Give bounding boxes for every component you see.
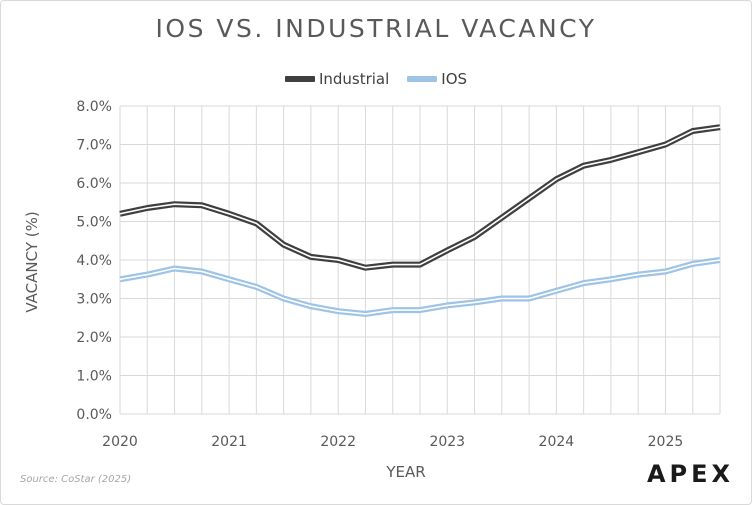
y-tick-label: 5.0% (76, 215, 112, 231)
x-tick-label: 2024 (539, 434, 575, 450)
y-tick-label: 4.0% (76, 253, 112, 269)
legend-label-ios: IOS (441, 70, 468, 88)
legend-item-industrial: Industrial (284, 70, 390, 88)
legend-label-industrial: Industrial (318, 70, 390, 88)
x-tick-label: 2020 (102, 434, 138, 450)
series-line-inner-industrial (119, 126, 721, 269)
legend-swatch-ios (407, 76, 438, 82)
series-line-inner-ios (119, 259, 721, 315)
x-tick-label: 2025 (648, 434, 684, 450)
chart-title: IOS VS. INDUSTRIAL VACANCY (155, 14, 597, 43)
y-tick-label: 7.0% (76, 138, 112, 154)
legend-item-ios: IOS (407, 70, 467, 88)
y-tick-label: 1.0% (76, 369, 112, 385)
apex-logo: APEX (646, 460, 734, 488)
y-tick-label: 8.0% (76, 99, 112, 115)
legend: Industrial IOS (0, 70, 752, 88)
x-axis-label: YEAR (386, 463, 426, 481)
legend-swatch-industrial (284, 76, 315, 82)
x-tick-label: 2022 (320, 434, 356, 450)
y-tick-label: 6.0% (76, 176, 112, 192)
y-tick-label: 0.0% (76, 407, 112, 423)
x-tick-label: 2023 (429, 434, 465, 450)
y-tick-label: 2.0% (76, 330, 112, 346)
x-tick-label: 2021 (211, 434, 247, 450)
y-tick-label: 3.0% (76, 292, 112, 308)
source-note: Source: CoStar (2025) (20, 474, 132, 485)
